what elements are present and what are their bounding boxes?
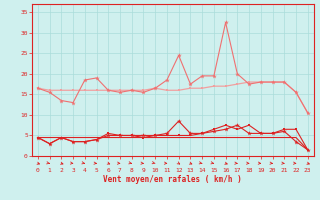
X-axis label: Vent moyen/en rafales ( km/h ): Vent moyen/en rafales ( km/h ) (103, 175, 242, 184)
